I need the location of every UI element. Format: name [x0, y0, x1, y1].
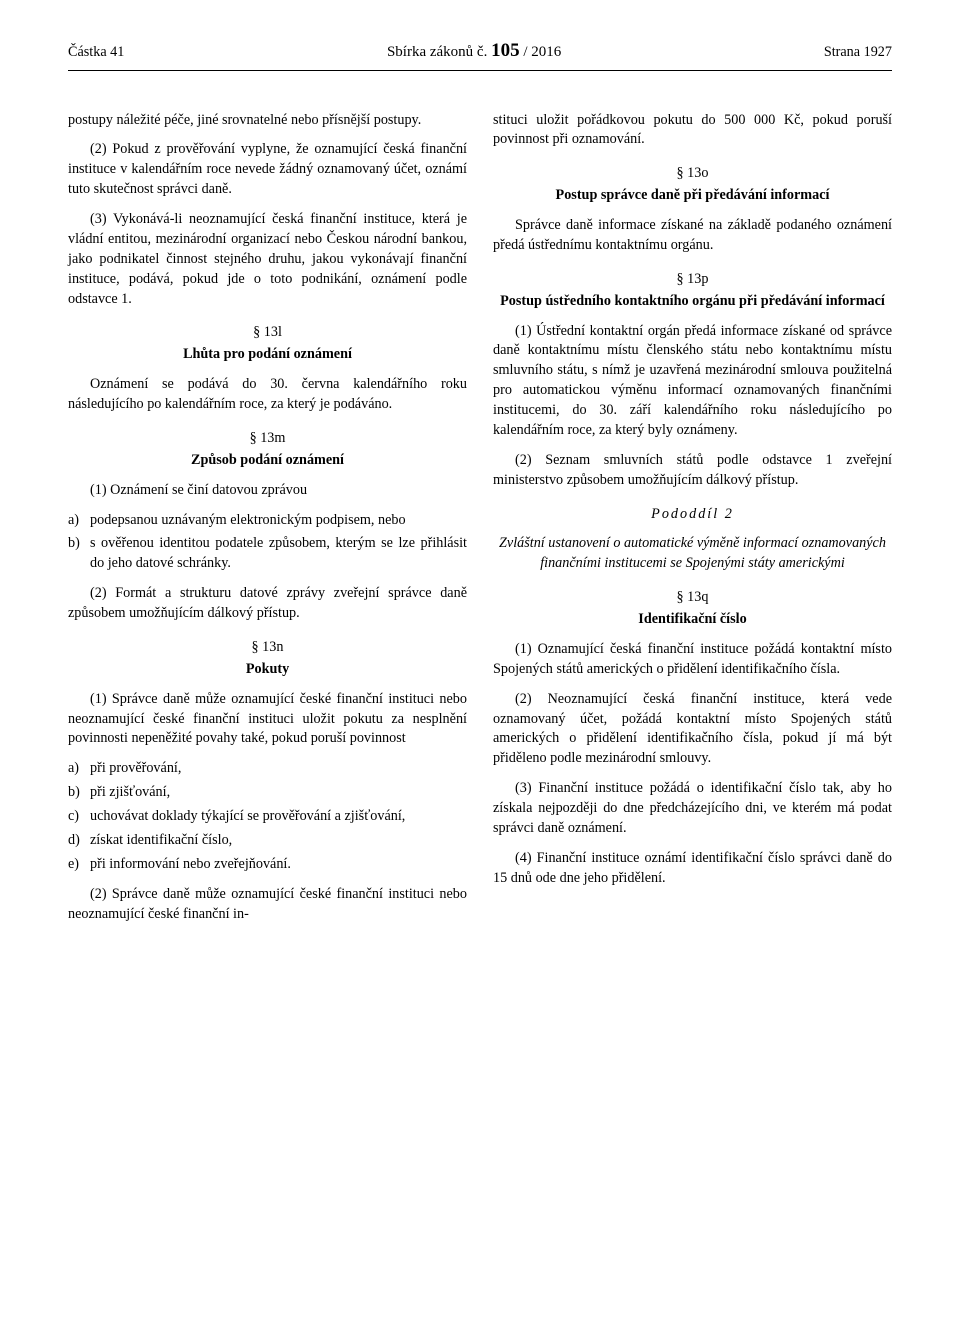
- header-center: Sbírka zákonů č. 105 / 2016: [387, 38, 561, 65]
- paragraph: (2) Neoznamující česká finanční instituc…: [493, 690, 892, 770]
- paragraph: (4) Finanční instituce oznámí identifika…: [493, 849, 892, 889]
- list-item: d)získat identifikační číslo,: [68, 831, 467, 851]
- text-columns: postupy náležité péče, jiné srovnatelné …: [68, 111, 892, 935]
- page-header: Částka 41 Sbírka zákonů č. 105 / 2016 St…: [68, 38, 892, 71]
- list-item: c)uchovávat doklady týkající se prověřov…: [68, 807, 467, 827]
- section-title: Postup správce daně při předávání inform…: [493, 186, 892, 206]
- subsection-title: Zvláštní ustanovení o automatické výměně…: [493, 534, 892, 574]
- paragraph: (2) Formát a strukturu datové zprávy zve…: [68, 584, 467, 624]
- section-title: Pokuty: [68, 660, 467, 680]
- list-item: a)při prověřování,: [68, 759, 467, 779]
- list-item: a)podepsanou uznávaným elektronickým pod…: [68, 511, 467, 531]
- paragraph: (1) Ústřední kontaktní orgán předá infor…: [493, 322, 892, 441]
- paragraph: (1) Správce daně může oznamující české f…: [68, 690, 467, 750]
- paragraph: (2) Seznam smluvních států podle odstavc…: [493, 451, 892, 491]
- section-number: § 13n: [68, 638, 467, 658]
- section-number: § 13l: [68, 323, 467, 343]
- section-number: § 13m: [68, 429, 467, 449]
- section-number: § 13o: [493, 164, 892, 184]
- subsection-label: Pododdíl 2: [493, 505, 892, 525]
- paragraph: (3) Vykonává-li neoznamující česká finan…: [68, 210, 467, 309]
- section-title: Lhůta pro podání oznámení: [68, 345, 467, 365]
- list-item: b)při zjišťování,: [68, 783, 467, 803]
- paragraph: stituci uložit pořádkovou pokutu do 500 …: [493, 111, 892, 151]
- paragraph: Správce daně informace získané na základ…: [493, 216, 892, 256]
- left-column: postupy náležité péče, jiné srovnatelné …: [68, 111, 467, 935]
- section-title: Postup ústředního kontaktního orgánu při…: [493, 292, 892, 312]
- paragraph: (1) Oznámení se činí datovou zprávou: [68, 481, 467, 501]
- list-item: e)při informování nebo zveřejňování.: [68, 855, 467, 875]
- paragraph: (1) Oznamující česká finanční instituce …: [493, 640, 892, 680]
- section-title: Identifikační číslo: [493, 610, 892, 630]
- paragraph: (3) Finanční instituce požádá o identifi…: [493, 779, 892, 839]
- paragraph: (2) Pokud z prověřování vyplyne, že ozna…: [68, 140, 467, 200]
- section-number: § 13p: [493, 270, 892, 290]
- header-left: Částka 41: [68, 43, 124, 63]
- section-title: Způsob podání oznámení: [68, 451, 467, 471]
- header-right: Strana 1927: [824, 43, 892, 63]
- section-number: § 13q: [493, 588, 892, 608]
- paragraph: (2) Správce daně může oznamující české f…: [68, 885, 467, 925]
- right-column: stituci uložit pořádkovou pokutu do 500 …: [493, 111, 892, 935]
- paragraph: Oznámení se podává do 30. června kalendá…: [68, 375, 467, 415]
- list-item: b)s ověřenou identitou podatele způsobem…: [68, 534, 467, 574]
- paragraph: postupy náležité péče, jiné srovnatelné …: [68, 111, 467, 131]
